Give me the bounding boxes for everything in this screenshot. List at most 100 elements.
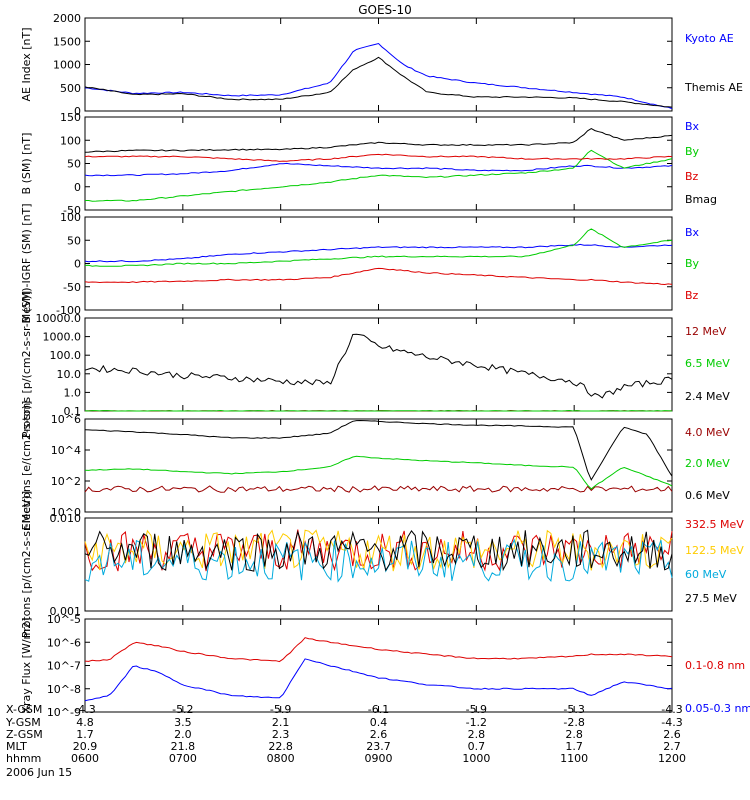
y-tick-label: 10^0 — [51, 506, 81, 519]
ephemeris-row-label: Z-GSM — [6, 728, 43, 741]
panel-5: 10^0 10^2 10^4 10^6 Electrons [e/(cm2-s-sr)]… — [20, 401, 730, 531]
ephemeris-value: 1.7 — [76, 728, 94, 741]
panel-frame — [84, 317, 673, 412]
panel-2: -50 0 50 100 150 B (SM) [nT] Bx By Bz Bmag — [20, 111, 717, 217]
y-tick-label: 10000.0 — [36, 312, 82, 325]
series-line-0-05-0-3-nm — [84, 658, 673, 702]
ephemeris-value: 2.7 — [663, 740, 681, 753]
legend-label: 0.05-0.3 nm — [685, 702, 750, 715]
panel-frame — [84, 418, 673, 513]
y-tick-label: 10.0 — [57, 368, 82, 381]
y-tick-label: 10^2 — [51, 475, 81, 488]
y-tick-label: 100 — [60, 211, 81, 224]
ephemeris-row-label: X-GSM — [6, 703, 43, 716]
y-axis-label: Electrons [e/(cm2-s-sr)] — [20, 401, 33, 531]
y-tick-label: 0 — [74, 181, 81, 194]
y-tick-label: 100.0 — [50, 349, 82, 362]
y-tick-label: 2000 — [53, 12, 81, 25]
ephemeris-value: 0600 — [71, 752, 99, 765]
ephemeris-value: 2.6 — [369, 728, 388, 741]
y-tick-label: 10^-7 — [47, 660, 81, 673]
ephemeris-value: 2.0 — [174, 728, 192, 741]
ephemeris-value: -5.9 — [269, 703, 292, 716]
panel-7: 10^-9 10^-8 10^-7 10^-6 10^-5 Xray Flux [W/m2… — [20, 613, 750, 719]
ephemeris-row: hhmm 0600 0700 0800 0900 1000 1100 1200 — [0, 752, 750, 765]
series-line-6-5-mev — [84, 409, 673, 412]
ephemeris-value: 0900 — [364, 752, 393, 765]
ephemeris-row-label: hhmm — [6, 752, 42, 765]
series-line-themis-ae — [84, 56, 673, 108]
y-tick-label: -100 — [56, 304, 81, 317]
legend-label: 2.4 MeV — [685, 390, 730, 403]
legend-label: Bx — [685, 226, 700, 239]
panel-3: -100 -50 0 50 100 B (SM)-IGRF (SM) [nT] Bx By Bz — [20, 203, 700, 323]
panel-frame — [84, 216, 673, 311]
ephemeris-row-label: MLT — [6, 740, 27, 753]
y-tick-label: 10^6 — [51, 413, 81, 426]
series-line-4-0-mev — [84, 485, 673, 493]
y-tick-label: 50 — [67, 234, 81, 247]
ephemeris-value: 2.6 — [663, 728, 681, 741]
y-tick-label: 50 — [67, 158, 81, 171]
ephemeris-value: 0.4 — [369, 716, 388, 729]
legend-label: 12 MeV — [685, 325, 727, 338]
ephemeris-value: -5.3 — [563, 703, 585, 716]
y-tick-label: 10^-9 — [47, 706, 81, 719]
legend-label: 27.5 MeV — [685, 592, 737, 605]
ephemeris-value: 2.1 — [271, 716, 290, 729]
panel-frame — [84, 17, 673, 112]
ephemeris-value: 0700 — [168, 752, 197, 765]
panel-6: 0.001 0.010 Protons [p/(cm2-s-sr-MeV)] 332.… — [20, 491, 744, 638]
ephemeris-value: 1100 — [560, 752, 589, 765]
ephemeris-value: -4.3 — [661, 703, 683, 716]
legend-label: Bz — [685, 170, 699, 183]
ephemeris-value: 3.5 — [174, 716, 192, 729]
ephemeris-row: Y-GSM 4.8 3.5 2.1 0.4 -1.2 -2.8 -4.3 — [0, 716, 750, 729]
y-axis-label: AE Index [nT] — [20, 27, 33, 101]
y-tick-label: 100 — [60, 134, 81, 147]
ephemeris-value: 22.8 — [268, 740, 293, 753]
legend-label: 0.1-0.8 nm — [685, 659, 745, 672]
ephemeris-value: 1200 — [658, 752, 686, 765]
legend-label: Kyoto AE — [685, 32, 734, 45]
ephemeris-value: 1000 — [462, 752, 491, 765]
y-axis-label: Protons [p/(cm2-s-sr-MeV)] — [20, 491, 33, 638]
ephemeris-value: 0800 — [266, 752, 295, 765]
y-tick-label: 0.010 — [50, 512, 82, 525]
legend-label: 6.5 MeV — [685, 357, 730, 370]
ephemeris-value: 23.7 — [366, 740, 391, 753]
legend-label: Bmag — [685, 193, 717, 206]
chart-title: GOES-10 — [358, 3, 412, 17]
ephemeris-value: -2.8 — [563, 716, 585, 729]
series-line-bx — [84, 243, 673, 263]
legend-label: Bz — [685, 289, 699, 302]
y-tick-label: 10^-8 — [47, 683, 81, 696]
series-line-27-5-mev — [84, 529, 673, 572]
ephemeris-value: -5.2 — [172, 703, 194, 716]
ephemeris-row-label: Y-GSM — [6, 716, 41, 729]
panel-1: 0 500 1000 1500 2000 AE Index [nT] Kyoto AE The… — [20, 12, 743, 118]
panel-frame — [84, 618, 673, 713]
legend-label: By — [685, 145, 700, 158]
ephemeris-value: 2.8 — [565, 728, 583, 741]
ephemeris-value: -4.3 — [661, 716, 683, 729]
y-tick-label: 0.001 — [50, 605, 82, 618]
ephemeris-value: 2.8 — [467, 728, 486, 741]
ephemeris-value: 0.7 — [467, 740, 486, 753]
y-tick-label: 1500 — [53, 35, 81, 48]
legend-label: 332.5 MeV — [685, 518, 744, 531]
series-line-kyoto-ae — [84, 42, 673, 110]
series-line-bx — [84, 162, 673, 177]
y-tick-label: -50 — [63, 204, 81, 217]
y-tick-label: 10^-5 — [47, 613, 81, 626]
y-tick-label: 1.0 — [64, 386, 82, 399]
series-line-bz — [84, 153, 673, 162]
ephemeris-value: 20.9 — [72, 740, 98, 753]
y-axis-label: B (SM)-IGRF (SM) [nT] — [20, 203, 33, 323]
legend-label: By — [685, 257, 700, 270]
series-line-by — [84, 228, 673, 267]
legend-label: 0.6 MeV — [685, 489, 730, 502]
series-line-bz — [84, 267, 673, 286]
